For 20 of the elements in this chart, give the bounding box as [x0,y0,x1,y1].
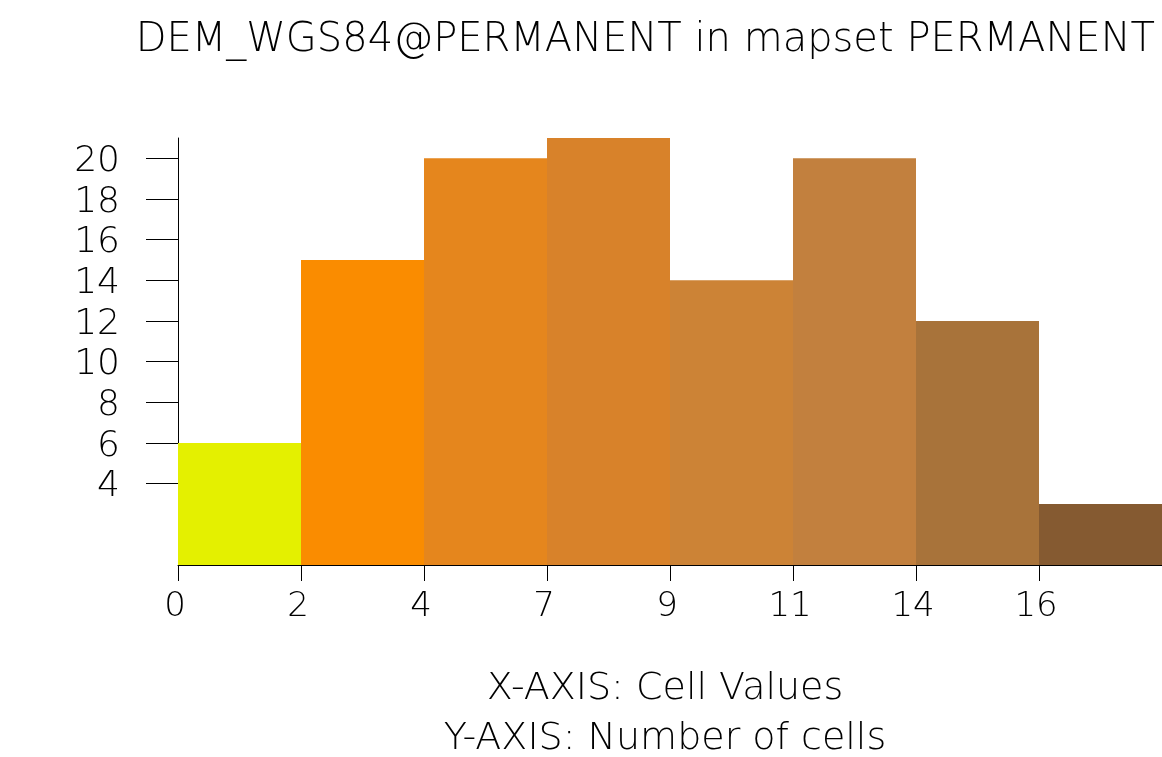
y-tick-label: 10 [74,341,120,383]
x-tick-label: 0 [164,584,186,624]
x-axis-title: X-AXIS: Cell Values [486,664,844,708]
chart-title: DEM_WGS84@PERMANENT in mapset PERMANENT [135,14,1155,61]
y-tick-label: 4 [97,463,120,505]
x-tick-label: 11 [768,584,812,624]
x-tick-label: 14 [891,584,935,624]
y-tick-label: 12 [74,300,120,342]
y-tick-label: 20 [74,137,120,179]
x-tick-label: 9 [656,584,678,624]
x-tick-label: 4 [410,584,432,624]
y-tick-label: 6 [97,422,120,464]
x-tick-label: 2 [287,584,309,624]
text: Y-AXIS: Number of cells [443,714,887,757]
x-tick-label: 7 [533,584,555,624]
y-tick-label: 8 [97,381,120,423]
y-tick-label: 14 [74,259,120,301]
y-tick-label: 18 [74,178,120,220]
y-tick-label: 16 [74,219,120,261]
x-tick-label: 16 [1014,584,1058,624]
